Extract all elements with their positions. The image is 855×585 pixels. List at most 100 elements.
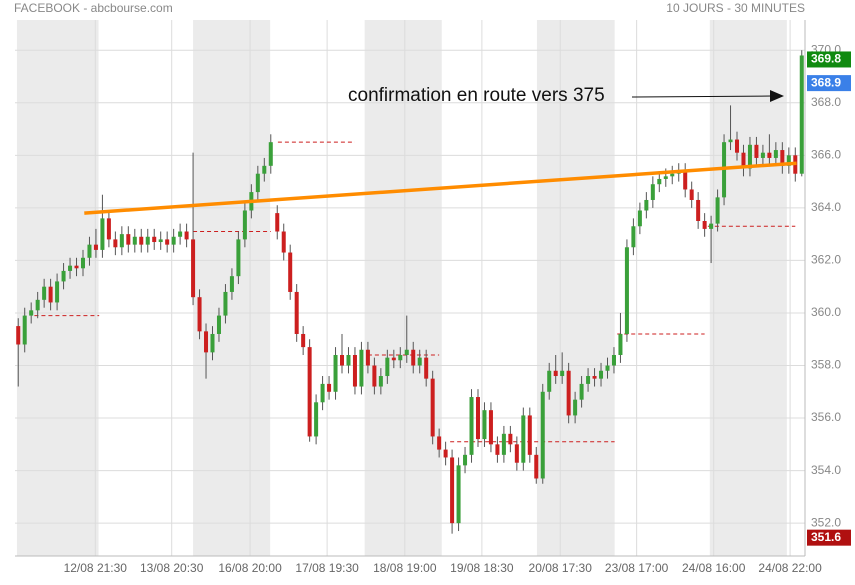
- day-band: [709, 20, 787, 556]
- day-band: [536, 20, 615, 556]
- candle-body: [404, 349, 409, 355]
- candle-body: [210, 333, 215, 353]
- candle-body: [294, 291, 299, 334]
- y-tick-label: 364.0: [811, 200, 841, 214]
- candle-body: [735, 139, 740, 153]
- candle-body: [268, 142, 273, 166]
- candle-body: [61, 270, 66, 282]
- candle-body: [158, 239, 163, 243]
- candle-body: [728, 139, 733, 143]
- candle-body: [514, 444, 519, 463]
- candle-body: [527, 415, 532, 455]
- candle-body: [657, 178, 662, 185]
- candle-body: [113, 239, 118, 248]
- x-tick-label: 16/08 20:00: [218, 561, 282, 575]
- y-tick-label: 356.0: [811, 410, 841, 424]
- candle-body: [508, 433, 513, 445]
- price-label: 369.8: [811, 52, 841, 66]
- price-label-box: [807, 75, 851, 92]
- candle-body: [553, 370, 558, 377]
- candle-body: [702, 221, 707, 229]
- candle-body: [229, 276, 234, 292]
- candle-body: [301, 333, 306, 348]
- candle-body: [275, 213, 280, 232]
- candle-body: [501, 433, 506, 455]
- candle-body: [191, 239, 196, 298]
- candle-body: [780, 150, 785, 166]
- candle-body: [398, 355, 403, 361]
- candle-body: [216, 315, 221, 334]
- y-tick-label: 352.0: [811, 515, 841, 529]
- chart-subtitle: 10 JOURS - 30 MINUTES: [666, 1, 805, 15]
- y-tick-label: 358.0: [811, 358, 841, 372]
- candle-body: [773, 150, 778, 158]
- candle-body: [145, 236, 150, 245]
- candle-body: [340, 355, 345, 366]
- candle-body: [80, 257, 85, 269]
- candle-body: [760, 152, 765, 158]
- candle-body: [786, 155, 791, 166]
- candle-body: [327, 383, 332, 392]
- candle-body: [560, 370, 565, 377]
- candle-body: [437, 436, 442, 450]
- candle-body: [236, 239, 241, 277]
- trend-line: [84, 161, 797, 215]
- candle-body: [119, 234, 124, 248]
- candle-body: [579, 383, 584, 400]
- candle-body: [391, 357, 396, 361]
- candle-body: [372, 365, 377, 387]
- candle-body: [100, 218, 105, 250]
- candle-body: [683, 171, 688, 190]
- candle-body: [475, 397, 480, 440]
- candle-body: [139, 236, 144, 245]
- x-tick-label: 18/08 19:00: [373, 561, 437, 575]
- candle-body: [165, 239, 170, 245]
- candle-body: [35, 299, 40, 311]
- candle-body: [624, 247, 629, 334]
- candle-body: [314, 402, 319, 437]
- price-label-box: [807, 51, 851, 68]
- candle-body: [754, 144, 759, 158]
- candle-body: [48, 286, 53, 303]
- candle-body: [178, 231, 183, 237]
- candle-body: [184, 231, 189, 240]
- candle-body: [586, 376, 591, 384]
- day-band: [364, 20, 442, 556]
- x-tick-label: 12/08 21:30: [64, 561, 128, 575]
- candle-body: [637, 210, 642, 227]
- candle-body: [424, 357, 429, 379]
- candle-body: [29, 310, 34, 316]
- annotation: confirmation en route vers 375: [348, 85, 605, 106]
- y-tick-label: 362.0: [811, 253, 841, 267]
- candle-body: [715, 197, 720, 224]
- candle-body: [87, 244, 92, 258]
- candle-body: [42, 286, 47, 300]
- candle-body: [346, 355, 351, 366]
- candle-body: [566, 370, 571, 416]
- candle-body: [430, 378, 435, 437]
- x-tick-label: 24/08 16:00: [682, 561, 746, 575]
- candle-body: [547, 370, 552, 392]
- candle-body: [670, 173, 675, 177]
- candle-body: [799, 55, 804, 174]
- candle-body: [747, 144, 752, 169]
- candle-body: [540, 391, 545, 479]
- candle-body: [650, 184, 655, 200]
- candle-body: [126, 234, 131, 245]
- x-tick-label: 17/08 19:30: [295, 561, 359, 575]
- y-tick-label: 366.0: [811, 147, 841, 161]
- candle-body: [631, 226, 636, 248]
- candle-body: [320, 383, 325, 403]
- candle-body: [16, 326, 21, 345]
- candle-body: [443, 449, 448, 458]
- candle-body: [741, 152, 746, 169]
- candle-body: [599, 370, 604, 379]
- candle-body: [171, 236, 176, 245]
- candle-body: [663, 176, 668, 179]
- y-tick-label: 354.0: [811, 463, 841, 477]
- candle-body: [106, 218, 111, 240]
- annotation-arrowhead: [770, 90, 784, 102]
- candle-body: [378, 376, 383, 387]
- annotation-arrow: [631, 95, 773, 98]
